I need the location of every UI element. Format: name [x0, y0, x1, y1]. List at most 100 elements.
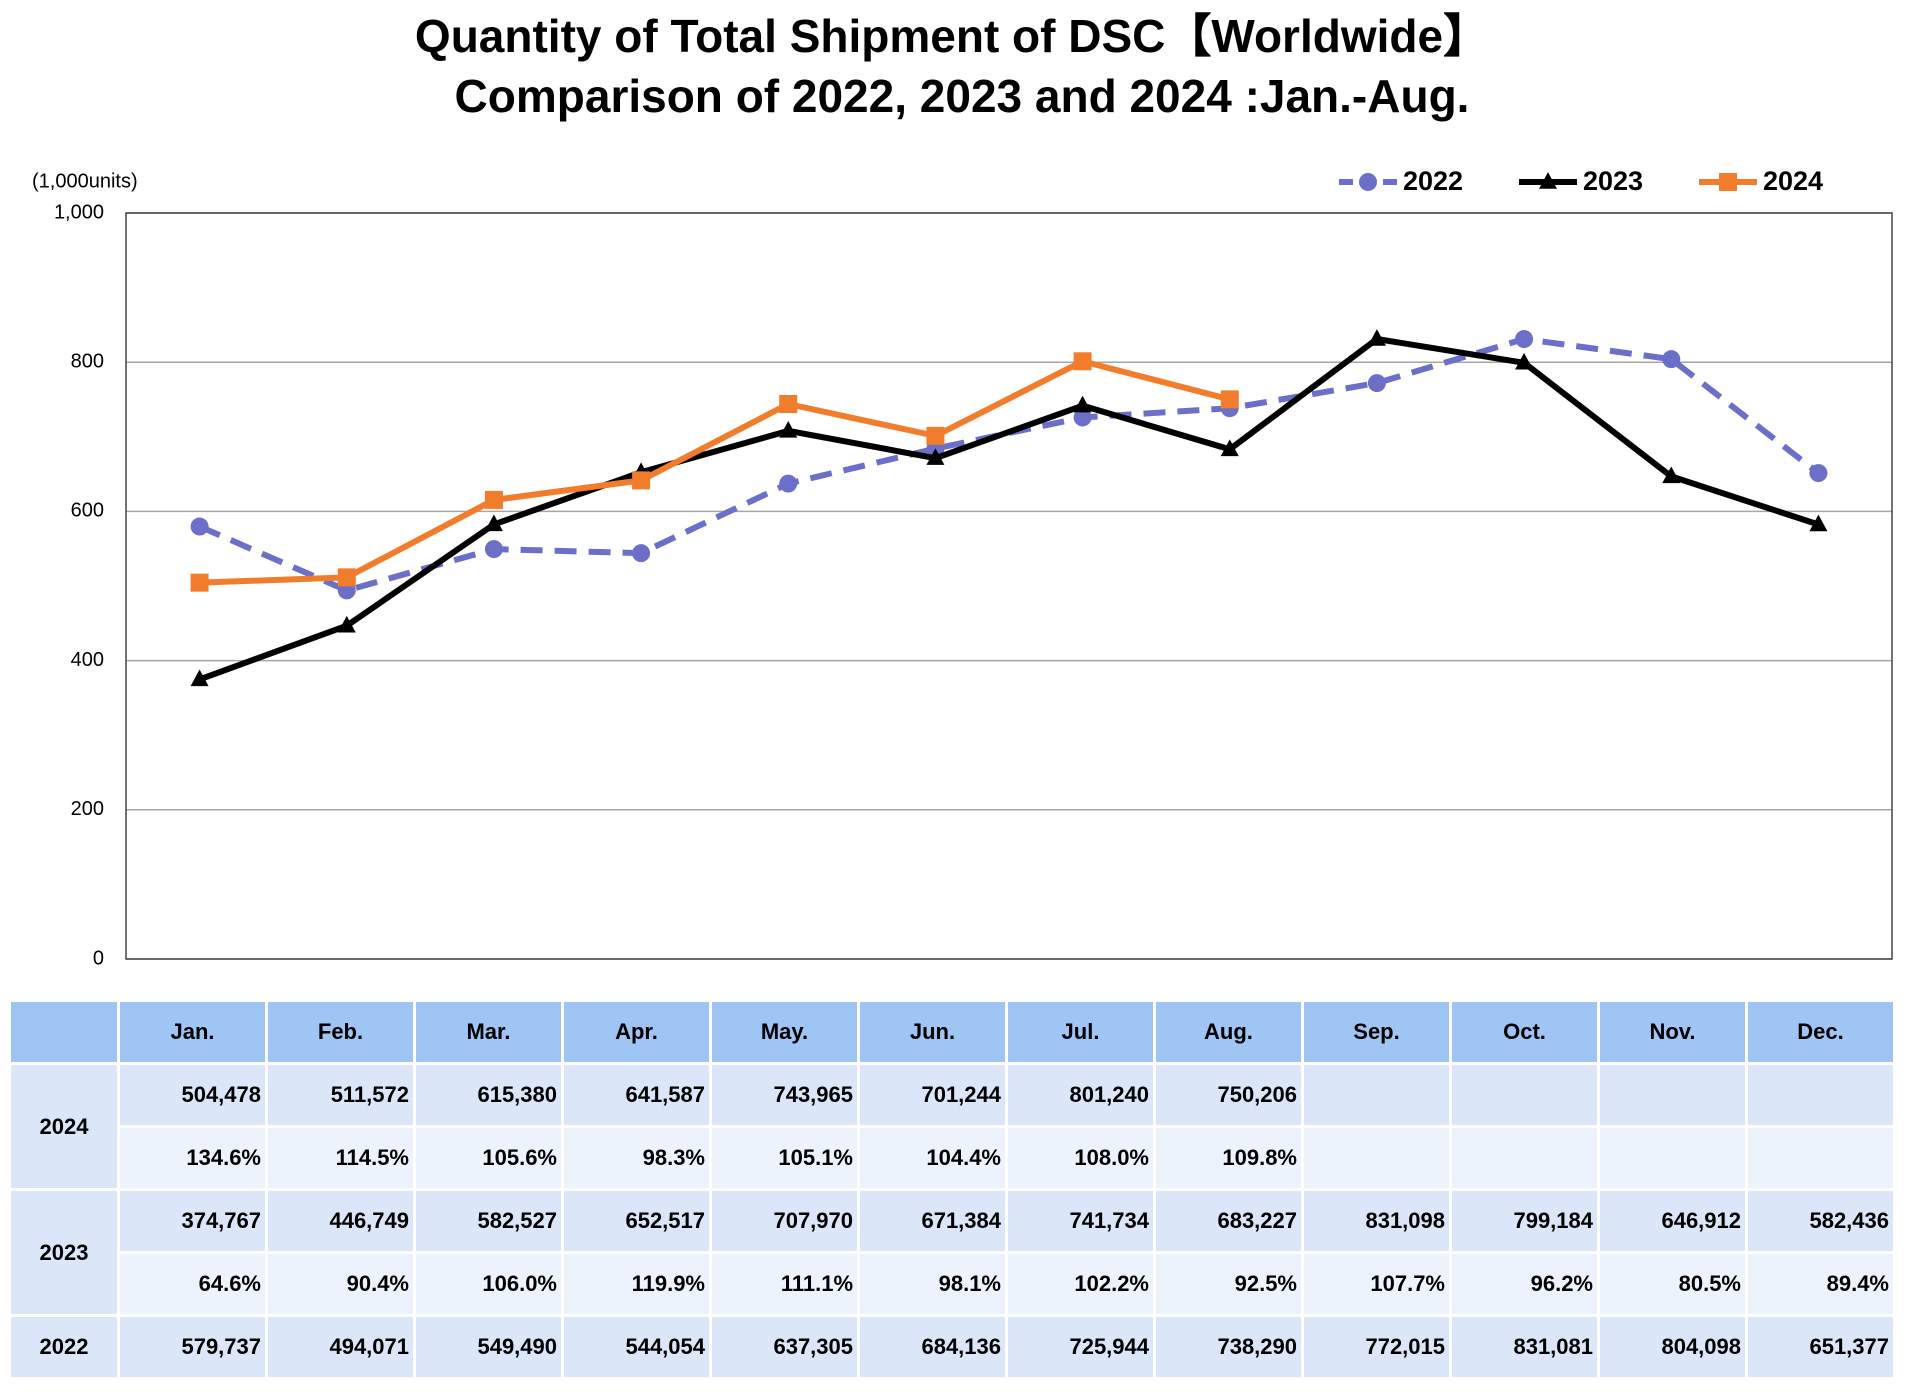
legend-marker — [1539, 172, 1557, 189]
table-cell: 102.2% — [1008, 1254, 1153, 1314]
table-cell: Jan. — [120, 1002, 265, 1062]
table-cell: 544,054 — [564, 1317, 709, 1377]
data-point — [779, 420, 798, 438]
table-row: 2023 374,767 446,749 582,527 652,517 707,970 6… — [11, 1191, 1893, 1314]
table-cell: Jul. — [1008, 1002, 1153, 1062]
data-point — [190, 669, 209, 687]
table-cell: 104.4% — [860, 1128, 1005, 1188]
table-cell — [11, 1002, 117, 1062]
series-line — [199, 358, 1231, 586]
data-point — [1220, 439, 1239, 457]
table-cell: 684,136 — [860, 1317, 1005, 1377]
legend-label: 2023 — [1583, 166, 1643, 196]
table-cell — [1600, 1065, 1745, 1125]
table-cell: 651,377 — [1748, 1317, 1893, 1377]
data-point — [484, 514, 503, 532]
y-tick-label: 1,000 — [54, 201, 104, 223]
table-cell: 743,965 — [712, 1065, 857, 1125]
table-cell: 646,912 — [1600, 1191, 1745, 1251]
table-cell: 134.6% — [120, 1128, 265, 1188]
table-cell: 511,572 — [268, 1065, 413, 1125]
data-point — [1515, 352, 1534, 370]
table-cell: Feb. — [268, 1002, 413, 1062]
table-cell: 106.0% — [416, 1254, 561, 1314]
table-cell: 750,206 — [1156, 1065, 1301, 1125]
table-cell — [1748, 1065, 1893, 1125]
data-point — [1367, 329, 1386, 346]
table-cell: 801,240 — [1008, 1065, 1153, 1125]
table-cell: 105.6% — [416, 1128, 561, 1188]
table-cell: May. — [712, 1002, 857, 1062]
table-cell: 504,478 — [120, 1065, 265, 1125]
data-point — [337, 615, 356, 633]
table-cell: 98.3% — [564, 1128, 709, 1188]
table-cell: 707,970 — [712, 1191, 857, 1251]
table-cell: 119.9% — [564, 1254, 709, 1314]
table-cell: 107.7% — [1304, 1254, 1449, 1314]
table-cell: Jun. — [860, 1002, 1005, 1062]
table-cell: 831,081 — [1452, 1317, 1597, 1377]
table-cell — [1748, 1128, 1893, 1188]
chart-subtitle: Comparison of 2022, 2023 and 2024 :Jan.-… — [455, 70, 1470, 122]
data-point — [779, 395, 798, 414]
table-cell: Aug. — [1156, 1002, 1301, 1062]
y-axis-label: (1,000units) — [32, 170, 138, 192]
data-point — [1220, 390, 1239, 409]
chart: Quantity of Total Shipment of DSC【Worldw… — [32, 10, 1893, 969]
table-cell: 374,767 — [120, 1191, 265, 1251]
legend-marker — [1359, 173, 1377, 191]
y-tick-label: 200 — [71, 798, 104, 820]
table-cell: 89.4% — [1748, 1254, 1893, 1314]
table-cell: 494,071 — [268, 1317, 413, 1377]
table-cell: Oct. — [1452, 1002, 1597, 1062]
table-cell: 671,384 — [860, 1191, 1005, 1251]
table-cell: 105.1% — [712, 1128, 857, 1188]
plot-frame — [125, 212, 1893, 960]
table-cell: 652,517 — [564, 1191, 709, 1251]
table-cell: 108.0% — [1008, 1128, 1153, 1188]
legend-marker — [1719, 173, 1737, 191]
table-row: 2022 579,737 494,071 549,490 544,054 637,305 6… — [11, 1317, 1893, 1377]
y-tick-label: 600 — [71, 500, 104, 522]
table-cell: 2022 — [11, 1317, 117, 1377]
table-row: 134.6% 114.5% 105.6% 98.3% 105.1% 104.4% 108.0… — [11, 1128, 1893, 1188]
series-line — [198, 336, 1821, 594]
table-cell: 741,734 — [1008, 1191, 1153, 1251]
data-point — [1515, 330, 1534, 349]
data-point — [1073, 408, 1092, 427]
table-cell: 738,290 — [1156, 1317, 1301, 1377]
table-cell: Mar. — [416, 1002, 561, 1062]
data-point — [1073, 352, 1092, 371]
table-cell: 2023 — [11, 1191, 117, 1314]
table-cell: 109.8% — [1156, 1128, 1301, 1188]
table-cell: 111.1% — [712, 1254, 857, 1314]
y-tick-label: 400 — [71, 649, 104, 671]
table-cell: 80.5% — [1600, 1254, 1745, 1314]
table-cell: 582,527 — [416, 1191, 561, 1251]
y-tick-label: 800 — [71, 350, 104, 372]
table-cell — [1304, 1065, 1449, 1125]
data-point — [1073, 395, 1092, 413]
data-point — [1809, 464, 1828, 483]
table-cell: 641,587 — [564, 1065, 709, 1125]
table-cell — [1304, 1128, 1449, 1188]
data-point — [1367, 374, 1386, 393]
table-cell: 98.1% — [860, 1254, 1005, 1314]
table-cell: 683,227 — [1156, 1191, 1301, 1251]
y-tick-label: 0 — [93, 947, 104, 969]
legend-label: 2024 — [1763, 166, 1823, 196]
table-cell: 582,436 — [1748, 1191, 1893, 1251]
table-cell: Sep. — [1304, 1002, 1449, 1062]
table-row: Jan. Feb. Mar. Apr. May. Jun. Jul. Aug. Sep. Oct.… — [11, 1002, 1893, 1062]
data-point — [632, 471, 651, 490]
table-cell: 725,944 — [1008, 1317, 1153, 1377]
table-cell: 114.5% — [268, 1128, 413, 1188]
table-cell: 799,184 — [1452, 1191, 1597, 1251]
data-point — [1662, 466, 1681, 484]
table-cell: 701,244 — [860, 1065, 1005, 1125]
data-point — [484, 540, 503, 559]
table-cell: 772,015 — [1304, 1317, 1449, 1377]
table-cell: 637,305 — [712, 1317, 857, 1377]
table-cell: 2024 — [11, 1065, 117, 1188]
data-point — [190, 573, 209, 592]
